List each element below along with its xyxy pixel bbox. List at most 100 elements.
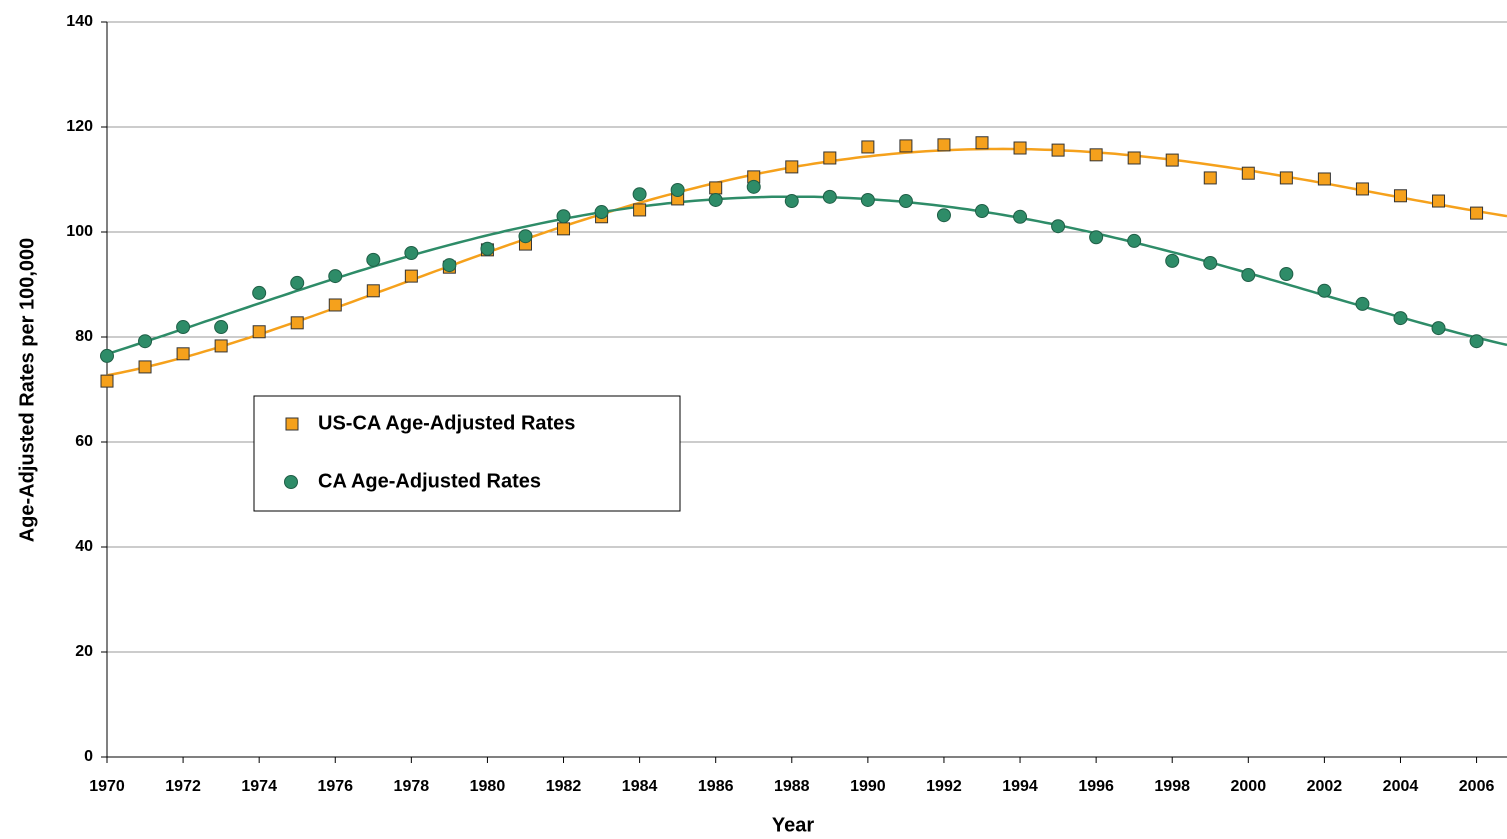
data-point: [1279, 267, 1294, 281]
data-point: [1203, 255, 1218, 270]
data-point: [290, 275, 305, 290]
data-point: [633, 203, 647, 217]
data-point: [1393, 311, 1408, 326]
x-tick-label: 1998: [1154, 778, 1190, 795]
y-tick-label: 80: [75, 328, 93, 345]
x-tick-label: 1988: [774, 778, 810, 795]
x-tick-label: 1972: [165, 778, 201, 795]
data-point: [404, 246, 419, 260]
data-point: [975, 204, 989, 218]
data-point: [252, 325, 266, 339]
data-point: [138, 360, 152, 374]
data-point: [898, 194, 913, 209]
data-point: [708, 192, 723, 207]
trend-line: [106, 147, 1507, 377]
data-point: [936, 208, 951, 223]
data-point: [328, 298, 342, 312]
data-point: [252, 285, 267, 300]
x-tick-label: 2004: [1383, 778, 1419, 795]
x-tick-label: 1986: [698, 778, 734, 795]
y-axis-title: Age-Adjusted Rates per 100,000: [16, 238, 38, 543]
data-point: [1432, 194, 1446, 208]
data-point: [328, 269, 343, 284]
data-point: [518, 229, 533, 244]
x-tick-label: 1992: [926, 778, 962, 795]
data-point: [138, 334, 153, 349]
data-point: [632, 187, 647, 202]
data-point: [1317, 283, 1332, 298]
legend-label: CA Age-Adjusted Rates: [318, 470, 541, 492]
data-point: [556, 209, 571, 224]
data-point: [366, 252, 381, 267]
data-point: [557, 222, 571, 236]
data-point: [823, 151, 837, 165]
data-point: [1051, 219, 1066, 234]
data-point: [1393, 189, 1407, 203]
data-point: [1355, 182, 1369, 196]
data-point: [860, 192, 875, 207]
x-tick-label: 1990: [850, 778, 886, 795]
data-point: [1241, 268, 1256, 283]
data-point: [290, 316, 304, 330]
y-tick-label: 100: [66, 223, 93, 240]
data-point: [670, 183, 685, 197]
x-tick-label: 2002: [1307, 778, 1343, 795]
x-tick-label: 2006: [1459, 778, 1495, 795]
data-point: [1470, 206, 1484, 220]
data-point: [404, 269, 418, 283]
x-tick-label: 1970: [89, 778, 125, 795]
x-tick-label: 1984: [622, 778, 658, 795]
x-tick-label: 1996: [1078, 778, 1114, 795]
legend: US-CA Age-Adjusted Rates CA Age-Adjusted …: [253, 395, 681, 512]
x-tick-label: 1976: [317, 778, 353, 795]
legend-box: [253, 395, 681, 512]
data-point: [1355, 296, 1370, 311]
data-point: [1279, 171, 1293, 185]
x-tick-label: 2000: [1231, 778, 1267, 795]
data-point: [785, 160, 799, 174]
data-point: [1089, 230, 1104, 245]
data-point: [975, 136, 989, 150]
data-point: [861, 140, 875, 154]
data-point: [1127, 151, 1141, 165]
data-point: [1241, 166, 1255, 180]
data-point: [1013, 141, 1027, 155]
legend-marker: [285, 417, 299, 431]
data-point: [594, 205, 609, 220]
data-point: [1165, 153, 1179, 167]
data-point: [937, 138, 951, 152]
y-tick-label: 140: [66, 13, 93, 30]
data-point: [176, 347, 190, 361]
data-point: [746, 179, 761, 194]
data-point: [1469, 334, 1484, 349]
x-tick-label: 1982: [546, 778, 582, 795]
data-point: [480, 241, 495, 256]
data-point: [784, 194, 799, 209]
data-point: [442, 258, 457, 273]
data-point: [1013, 209, 1028, 224]
data-point: [1317, 172, 1331, 186]
data-point: [176, 320, 191, 335]
y-tick-label: 20: [75, 643, 93, 660]
data-point: [100, 348, 114, 363]
data-point: [366, 284, 380, 298]
data-point: [1165, 253, 1180, 268]
legend-label: US-CA Age-Adjusted Rates: [318, 412, 575, 434]
x-tick-label: 1980: [470, 778, 506, 795]
trend-line: [106, 195, 1507, 356]
legend-marker: [284, 475, 298, 489]
y-tick-label: 40: [75, 538, 93, 555]
data-point: [1203, 171, 1217, 185]
data-point: [709, 181, 723, 195]
data-point: [1089, 148, 1103, 162]
data-point: [899, 139, 913, 153]
x-tick-label: 1974: [241, 778, 277, 795]
y-tick-label: 120: [66, 118, 93, 135]
data-point: [822, 189, 837, 204]
data-point: [1431, 321, 1446, 336]
data-point: [100, 374, 114, 388]
x-axis-title: Year: [772, 814, 814, 836]
data-point: [1051, 143, 1065, 157]
data-point: [214, 339, 228, 353]
